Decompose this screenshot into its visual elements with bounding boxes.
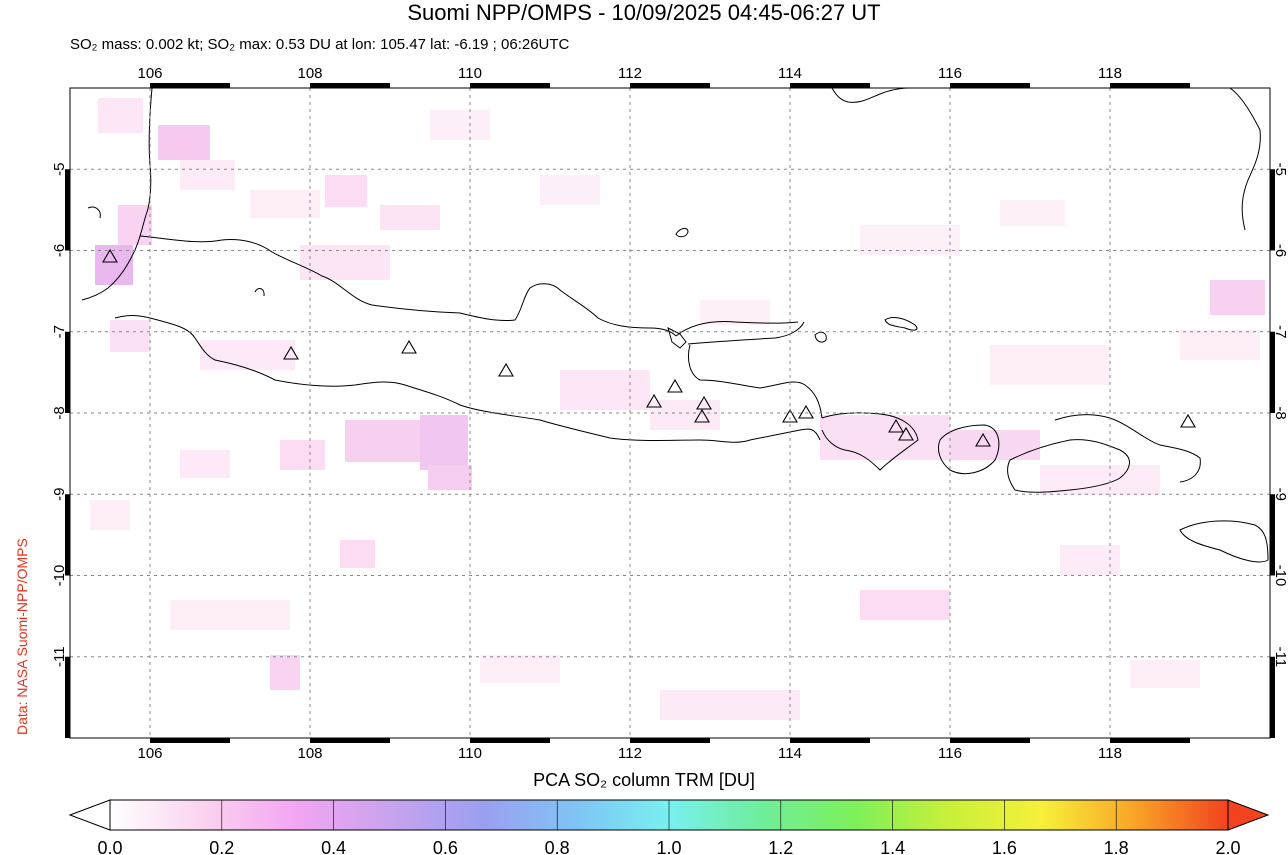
frame-bar-left: [65, 656, 70, 738]
triangle-icon: [975, 432, 991, 447]
triangle-icon: [694, 408, 710, 423]
frame-bar-bottom: [790, 738, 870, 743]
triangle-icon: [696, 395, 712, 410]
lon-tick-label-bottom: 106: [137, 745, 162, 762]
colorbar-ticks: 0.0 0.2 0.4 0.6 0.8 1.0 1.2 1.4 1.6 1.8 2.0: [97, 800, 1241, 855]
frame-bar-right: [1270, 656, 1275, 738]
colorbar-tick-label: 0.6: [433, 838, 458, 855]
colorbar: 0.0 0.2 0.4 0.6 0.8 1.0 1.2 1.4 1.6 1.8 2.0: [68, 799, 1270, 855]
colorbar-max-arrow: [1227, 799, 1270, 831]
colorbar-tick-label: 0.0: [97, 838, 122, 855]
frame-bar-bottom: [630, 738, 710, 743]
colorbar-title: PCA SO₂ column TRM [DU]: [533, 770, 755, 790]
triangle-icon: [646, 393, 662, 408]
triangle-icon: [283, 345, 299, 360]
lat-right-labels: -5 -6 -7 -8 -9 -10 -11: [1272, 163, 1288, 667]
colorbar-tick-label: 2.0: [1215, 838, 1240, 855]
triangle-icon: [888, 418, 904, 433]
frame-bar-bottom: [150, 738, 230, 743]
lon-bottom-labels: 106 108 110 112 114 116 118: [137, 745, 1121, 762]
frame-bar-left: [65, 331, 70, 413]
frame-bar-top: [1110, 83, 1190, 88]
lat-left-labels: -5 -6 -7 -8 -9 -10 -11: [51, 163, 68, 667]
lat-tick-label-right: -9: [1272, 488, 1288, 501]
lat-tick-label-right: -6: [1272, 244, 1288, 257]
lon-tick-label-bottom: 116: [938, 745, 962, 762]
frame-bar-bottom: [1110, 738, 1190, 743]
lat-tick-label-left: -5: [51, 163, 68, 176]
lon-tick-label-top: 106: [137, 65, 162, 82]
lon-tick-label-top: 114: [778, 65, 802, 82]
lon-tick-label-top: 116: [938, 65, 962, 82]
frame-bar-top: [790, 83, 870, 88]
lon-tick-label-top: 118: [1098, 65, 1122, 82]
frame-bar-right: [1270, 494, 1275, 576]
frame-bar-top: [630, 83, 710, 88]
colorbar-tick-label: 1.6: [992, 838, 1017, 855]
lon-tick-label-bottom: 114: [778, 745, 802, 762]
frame-bar-top: [950, 83, 1030, 88]
map-title: Suomi NPP/OMPS - 10/09/2025 04:45-06:27 …: [407, 0, 881, 25]
lat-tick-label-right: -10: [1272, 565, 1288, 587]
lat-tick-label-right: -8: [1272, 406, 1288, 419]
lat-tick-label-left: -7: [51, 325, 68, 338]
lon-tick-label-top: 112: [618, 65, 642, 82]
colorbar-min-arrow: [68, 799, 111, 831]
colorbar-tick-label: 1.0: [656, 838, 681, 855]
colorbar-tick-label: 0.8: [545, 838, 570, 855]
colorbar-tick-label: 1.2: [768, 838, 793, 855]
lon-top-labels: 106 108 110 112 114 116 118: [137, 65, 1121, 82]
frame-bar-top: [470, 83, 550, 88]
triangle-icon: [401, 339, 417, 354]
frame-bar-top: [310, 83, 390, 88]
lat-tick-label-left: -10: [51, 565, 68, 587]
triangle-icon: [667, 378, 683, 393]
coastlines: [81, 88, 1269, 563]
colorbar-tick-label: 1.4: [880, 838, 905, 855]
colorbar-tick-label: 1.8: [1104, 838, 1129, 855]
so2-retrieval-cells: [90, 98, 1265, 720]
lat-tick-label-left: -6: [51, 244, 68, 257]
map-frame-ticks: [65, 83, 1275, 743]
map-gridlines: [70, 88, 1270, 738]
lon-tick-label-top: 110: [458, 65, 482, 82]
triangle-icon: [498, 362, 514, 377]
triangle-icon: [898, 426, 914, 441]
triangle-icon: [798, 404, 814, 419]
lon-tick-label-bottom: 110: [458, 745, 482, 762]
lon-tick-label-bottom: 108: [297, 745, 322, 762]
volcano-markers: [102, 248, 1196, 447]
frame-bar-bottom: [470, 738, 550, 743]
lon-tick-label-bottom: 118: [1098, 745, 1122, 762]
lat-tick-label-right: -7: [1272, 325, 1288, 338]
colorbar-tick-label: 0.2: [209, 838, 234, 855]
lon-tick-label-top: 108: [297, 65, 322, 82]
triangle-icon: [102, 248, 118, 263]
frame-bar-right: [1270, 169, 1275, 251]
lat-tick-label-right: -11: [1272, 646, 1288, 667]
colorbar-tick-label: 0.4: [321, 838, 346, 855]
lon-tick-label-bottom: 112: [618, 745, 642, 762]
lat-tick-label-left: -9: [51, 488, 68, 501]
lat-tick-label-right: -5: [1272, 163, 1288, 176]
frame-bar-right: [1270, 331, 1275, 413]
lat-tick-label-left: -8: [51, 406, 68, 419]
lat-tick-label-left: -11: [51, 646, 68, 667]
frame-bar-left: [65, 494, 70, 576]
frame-bar-top: [150, 83, 230, 88]
frame-bar-bottom: [950, 738, 1030, 743]
frame-bar-bottom: [310, 738, 390, 743]
so2-summary: SO₂ mass: 0.002 kt; SO₂ max: 0.53 DU at …: [70, 36, 570, 53]
triangle-icon: [1180, 413, 1196, 428]
triangle-icon: [782, 408, 798, 423]
frame-bar-left: [65, 169, 70, 251]
